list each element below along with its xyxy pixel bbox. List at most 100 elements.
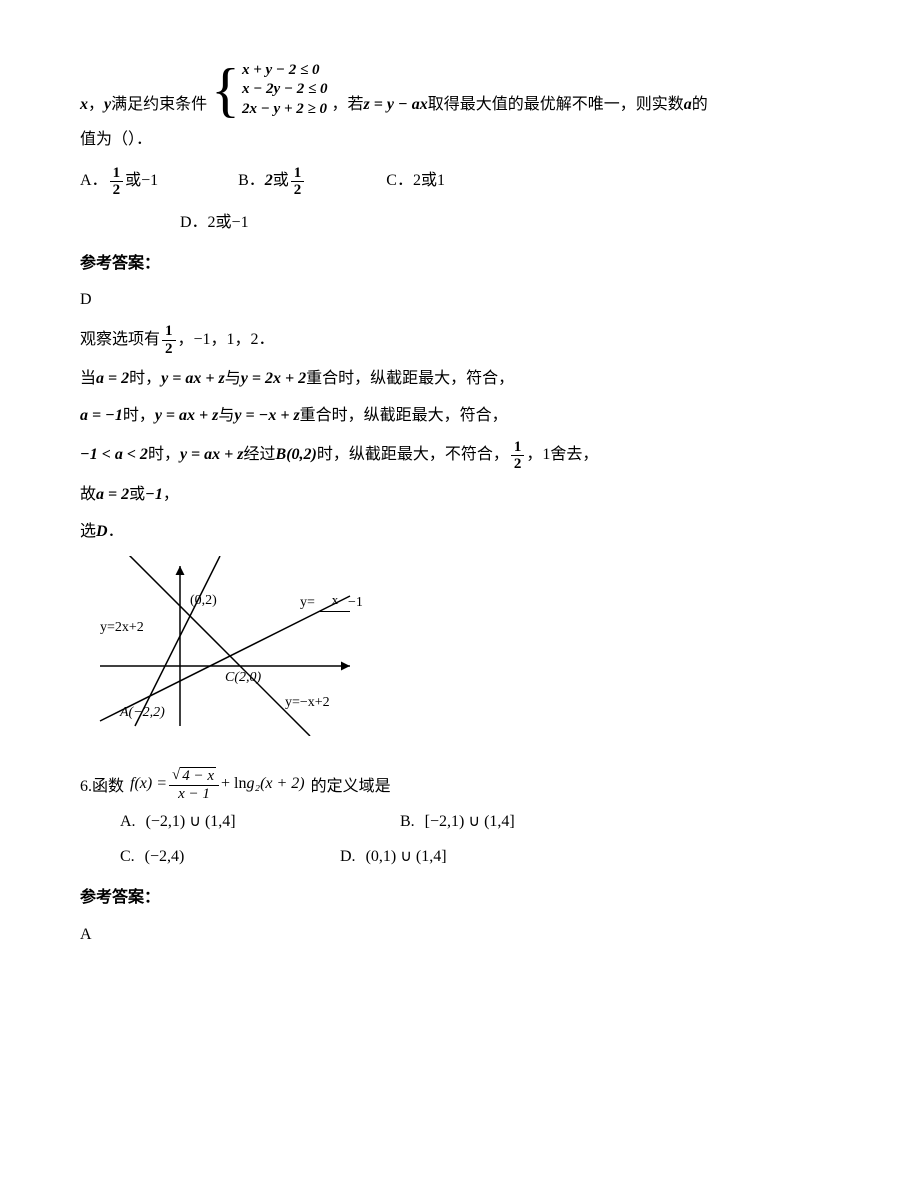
eq: y = ax + z	[155, 402, 219, 431]
frac-den: 2	[110, 182, 124, 199]
eq: B(0,2)	[276, 441, 317, 470]
eq: D	[96, 518, 108, 547]
label-line2-b: −1	[348, 595, 363, 610]
answer6-label: 参考答案：	[80, 884, 840, 913]
solution-line-5: 故 a = 2 或 −1 ，	[80, 481, 840, 510]
problem5-statement: x ， y 满足约束条件 { x + y − 2 ≤ 0 x − 2y − 2 …	[80, 60, 840, 120]
option-b: B． 2 或 1 2	[238, 165, 306, 199]
text: 取得最大值的最优解不唯一，则实数	[428, 91, 684, 120]
eq: y = ax + z	[180, 441, 244, 470]
g-part: g₂(x + 2)	[247, 770, 305, 799]
frac-den: 2	[162, 341, 176, 358]
eq: a = 2	[96, 365, 129, 394]
frac-num: √ 4 − x	[169, 767, 219, 786]
problem5-line2: 值为（）．	[80, 126, 840, 155]
frac-den: x − 1	[175, 786, 213, 803]
answer6-value: A	[80, 921, 840, 950]
var-a: a	[684, 91, 692, 120]
label: D.	[340, 843, 356, 872]
plus-ln: + ln	[221, 770, 246, 799]
q6-option-b: B. [−2,1) ∪ (1,4]	[400, 808, 620, 837]
val: [−2,1) ∪ (1,4]	[425, 808, 515, 837]
solution-line-4: −1 < a < 2 时， y = ax + z 经过 B(0,2) 时，纵截距…	[80, 439, 840, 473]
label: A.	[120, 808, 136, 837]
solution-line-6: 选 D ．	[80, 518, 840, 547]
constraint-2: x − 2y − 2 ≤ 0	[242, 80, 328, 100]
text: 时，	[123, 402, 155, 431]
frac-num: 1	[162, 323, 176, 341]
option-d: D．2或−1	[180, 209, 840, 238]
q6-text1: 函数	[92, 773, 124, 802]
text: ，−1，1，2．	[178, 326, 275, 355]
text: ，1舍去，	[526, 441, 598, 470]
solution-line-2: 当 a = 2 时， y = ax + z 与 y = 2x + 2 重合时，纵…	[80, 365, 840, 394]
text: 与	[218, 402, 234, 431]
label-B: (0,2)	[190, 593, 217, 608]
line-y-2x-2	[135, 556, 220, 726]
text: ．	[108, 518, 124, 547]
frac-den: 2	[511, 456, 525, 473]
text: 经过	[244, 441, 276, 470]
var-y: y	[104, 91, 111, 120]
label-A: A(−2,2)	[119, 705, 165, 720]
frac-den: 2	[291, 182, 305, 199]
eq: −1	[145, 481, 163, 510]
option-c-text: C．2或1	[386, 167, 445, 196]
text: 当	[80, 365, 96, 394]
text: 或	[129, 481, 145, 510]
problem5-options: A． 1 2 或−1 B． 2 或 1 2 C．2或1	[80, 165, 840, 199]
text: 与	[225, 365, 241, 394]
option-a-label: A．	[80, 167, 108, 196]
constraint-system: { x + y − 2 ≤ 0 x − 2y − 2 ≤ 0 2x − y + …	[211, 60, 327, 120]
option-a: A． 1 2 或−1	[80, 165, 158, 199]
q6-option-c: C. (−2,4)	[120, 843, 280, 872]
eq: y = −x + z	[234, 402, 299, 431]
brace-icon: {	[211, 60, 240, 120]
frac-num: 1	[291, 165, 305, 183]
text: ，	[163, 481, 179, 510]
constraints-list: x + y − 2 ≤ 0 x − 2y − 2 ≤ 0 2x − y + 2 …	[242, 61, 328, 120]
eq: a = 2	[96, 481, 129, 510]
solution-line-3: a = −1 时， y = ax + z 与 y = −x + z 重合时，纵截…	[80, 402, 840, 431]
frac-half: 1 2	[110, 165, 124, 199]
answer5-value: D	[80, 286, 840, 315]
eq: y = 2x + 2	[241, 365, 306, 394]
option-b-label: B．	[238, 167, 265, 196]
option-b-text: 或	[273, 167, 289, 196]
frac-half: 1 2	[162, 323, 176, 357]
frac-half: 1 2	[511, 439, 525, 473]
text: 满足约束条件	[111, 91, 207, 120]
option-c: C．2或1	[386, 165, 445, 199]
q6-row-2: C. (−2,4) D. (0,1) ∪ (1,4]	[120, 843, 840, 872]
sep: ，	[88, 91, 104, 120]
q6-function: f(x) = √ 4 − x x − 1 + ln g₂(x + 2)	[130, 767, 305, 802]
q6-num: 6.	[80, 773, 92, 802]
sqrt-icon: √	[172, 767, 180, 784]
option-d-text: D．2或−1	[180, 214, 249, 231]
text: 观察选项有	[80, 326, 160, 355]
label-line2-a: y=	[300, 595, 315, 610]
constraint-1: x + y − 2 ≤ 0	[242, 61, 328, 81]
label: C.	[120, 843, 135, 872]
text: 时，	[148, 441, 180, 470]
problem6-options: A. (−2,1) ∪ (1,4] B. [−2,1) ∪ (1,4] C. (…	[120, 808, 840, 872]
label: B.	[400, 808, 415, 837]
text: 时，纵截距最大，不符合，	[317, 441, 509, 470]
label-line1: y=2x+2	[100, 620, 144, 635]
frac-main: √ 4 − x x − 1	[169, 767, 219, 802]
q6-option-d: D. (0,1) ∪ (1,4]	[340, 843, 560, 872]
option-a-text: 或−1	[125, 167, 158, 196]
q6-row-1: A. (−2,1) ∪ (1,4] B. [−2,1) ∪ (1,4]	[120, 808, 840, 837]
q6-text2: 的定义域是	[311, 773, 391, 802]
var-x: x	[80, 91, 88, 120]
feasible-region-diagram: (0,2) y=2x+2 y= x 2 −1 C(2,0) y=−x+2 A(−…	[80, 556, 840, 747]
constraint-3: 2x − y + 2 ≥ 0	[242, 100, 328, 120]
sqrt-expr: √ 4 − x	[172, 767, 216, 785]
text: 重合时，纵截距最大，符合，	[306, 365, 514, 394]
val: (0,1) ∪ (1,4]	[366, 843, 447, 872]
solution-line-1: 观察选项有 1 2 ，−1，1，2．	[80, 323, 840, 357]
text: ，若	[332, 91, 364, 120]
eq: −1 < a < 2	[80, 441, 148, 470]
q6-option-a: A. (−2,1) ∪ (1,4]	[120, 808, 340, 837]
z-expr: z = y − ax	[364, 91, 428, 120]
